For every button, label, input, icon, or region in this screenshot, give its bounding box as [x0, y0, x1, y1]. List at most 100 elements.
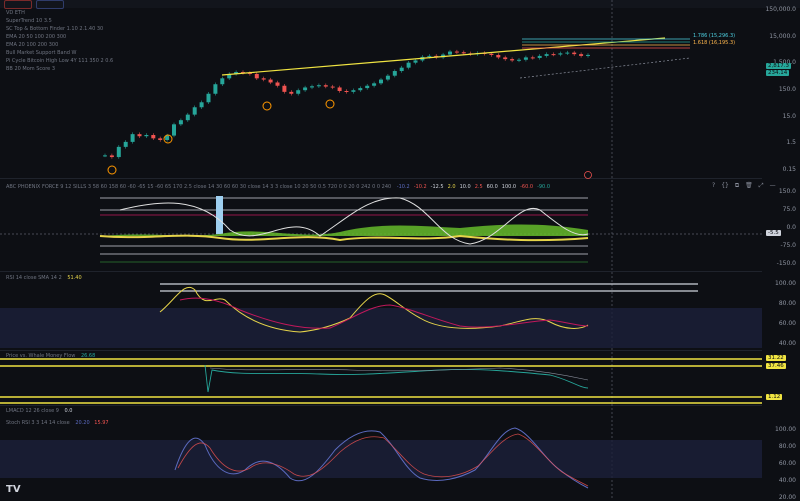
candle-body	[551, 54, 556, 56]
timeframe-tab-blue[interactable]	[36, 0, 64, 9]
timeframe-tab-red[interactable]	[4, 0, 32, 9]
candle-body	[454, 51, 459, 53]
toolbar-button[interactable]: —	[769, 182, 776, 189]
indicator-legend-item[interactable]: BB 20 Mom Score 3	[6, 66, 56, 72]
toolbar-button[interactable]: 🗑	[745, 182, 753, 189]
candle-body	[109, 155, 114, 158]
pane-separator[interactable]	[0, 178, 762, 179]
candle-body	[530, 57, 535, 59]
candle-body	[413, 60, 418, 63]
stoch-axis[interactable]: 100.00 80.00 60.00 40.00 20.00	[762, 406, 800, 501]
osc1-value: 60.0	[486, 184, 498, 190]
candle-body	[392, 71, 397, 76]
candle-body	[351, 90, 356, 92]
axis-tick-label: 40.00	[778, 340, 796, 347]
toolbar-button[interactable]: {}	[721, 182, 729, 189]
osc1-value: -60.0	[520, 184, 534, 190]
candle-body	[206, 93, 211, 103]
osc1-legend-title: ABC PHOENIX FORCE 9 12 SILLS 3 58 60 158…	[6, 184, 392, 190]
osc-line-white	[119, 197, 589, 245]
candle-body	[172, 124, 176, 136]
rsi-legend: RSI 14 close SMA 14 2 51.40	[6, 275, 82, 282]
candle-body	[544, 54, 549, 56]
candle-body	[586, 54, 590, 56]
candle-body	[572, 52, 577, 55]
candle-body	[241, 72, 245, 74]
candle-body	[523, 57, 528, 60]
indicator-legend-item[interactable]: VD ETH	[6, 10, 25, 16]
stoch-k-line	[174, 427, 589, 489]
rsi-axis[interactable]: 100.00 80.00 60.00 40.00	[762, 272, 800, 350]
pane-separator[interactable]	[0, 350, 762, 351]
pv-tag-b: 37.46	[766, 363, 786, 369]
candle-body	[247, 72, 252, 74]
candle-body	[254, 73, 259, 79]
candle-body	[510, 59, 515, 61]
stoch-d-line	[177, 433, 589, 487]
price-axis[interactable]: 150,000.0 15,000.0 1,500.0 150.0 15.0 1.5 0.15	[762, 0, 800, 178]
pane-separator[interactable]	[0, 405, 762, 406]
indicator-legend-item[interactable]: Pi Cycle Bitcoin High Low 4Y 111 350 2 0…	[6, 58, 114, 64]
candle-body	[178, 120, 183, 125]
indicator-legend-item[interactable]: SC Top & Bottom Finder 1.10 2.1.40 30	[6, 26, 104, 32]
candle-body	[234, 72, 239, 74]
axis-tick-label: 0.0	[786, 224, 796, 231]
axis-tick-label: 150.0	[778, 188, 796, 195]
candle-body	[289, 91, 294, 94]
candle-body	[261, 78, 266, 80]
signal-marker	[262, 101, 272, 111]
osc-highlight-bar	[216, 196, 223, 234]
axis-tick-label: 75.0	[782, 206, 796, 213]
axis-tick-label: 150,000.0	[765, 6, 796, 13]
indicator-legend-item[interactable]: SuperTrend 10 3.5	[6, 18, 52, 24]
indicator-legend-item[interactable]: EMA 20 50 100 200 300	[6, 34, 67, 40]
candle-body	[213, 84, 218, 94]
candle-body	[303, 87, 308, 91]
candle-body	[137, 134, 142, 137]
pane-toolbar: ? {} ⧉ 🗑 ⤢ —	[706, 182, 776, 190]
stoch-band	[0, 440, 762, 478]
candle-body	[130, 134, 135, 142]
osc1-value: 100.0	[501, 184, 517, 190]
toolbar-button[interactable]: ⤢	[758, 182, 764, 189]
stoch-legend-title: Stoch RSI 3 3 14 14 close	[6, 420, 70, 426]
lmacd-legend: LMACD 12 26 close 9 0.0	[6, 408, 72, 415]
tradingview-logo: TV	[6, 484, 21, 495]
candle-body	[489, 53, 494, 55]
candle-body	[496, 54, 501, 58]
lmacd-value: 0.0	[64, 408, 73, 414]
pv-line-2	[209, 367, 589, 381]
candle-body	[385, 75, 390, 80]
pv-tag-c: 1.12	[766, 394, 783, 400]
candle-body	[165, 135, 170, 140]
candle-body	[365, 85, 370, 89]
toolbar-button[interactable]: ⧉	[734, 182, 740, 189]
toolbar-button[interactable]: ?	[712, 182, 716, 189]
stoch-legend: Stoch RSI 3 3 14 14 close 20.20 15.97	[6, 420, 109, 427]
axis-tick-label: 20.00	[778, 494, 796, 501]
pane-separator[interactable]	[0, 271, 762, 272]
candle-body	[123, 141, 128, 147]
candle-body	[282, 85, 287, 92]
candle-body	[227, 73, 232, 79]
axis-tick-label: 80.00	[778, 300, 796, 307]
candle-body	[558, 53, 563, 55]
pv-tag-a: 31.22	[766, 355, 786, 361]
indicator-legend-item[interactable]: Bull Market Support Band W	[6, 50, 77, 56]
osc1-value: -12.5	[430, 184, 444, 190]
axis-tick-label: 80.00	[778, 443, 796, 450]
rsi-signal-line	[179, 297, 589, 329]
candle-body	[310, 86, 314, 88]
indicator-legend-item[interactable]: EMA 20 100 200 300	[6, 42, 59, 48]
fib-label: 1.618 (16,195.3)	[693, 40, 736, 46]
osc1-value: 10.0	[459, 184, 471, 190]
axis-tick-label: 100.00	[775, 280, 796, 287]
candle-body	[192, 107, 197, 115]
candle-body	[503, 57, 508, 60]
axis-tick-label: -150.0	[776, 260, 796, 267]
trend-line-dashed	[519, 57, 691, 79]
axis-tick-label: -75.0	[780, 242, 796, 249]
pv-value: 26.68	[80, 353, 96, 359]
oscillator-axis[interactable]: 150.0 75.0 0.0 -75.0 -150.0	[762, 180, 800, 270]
